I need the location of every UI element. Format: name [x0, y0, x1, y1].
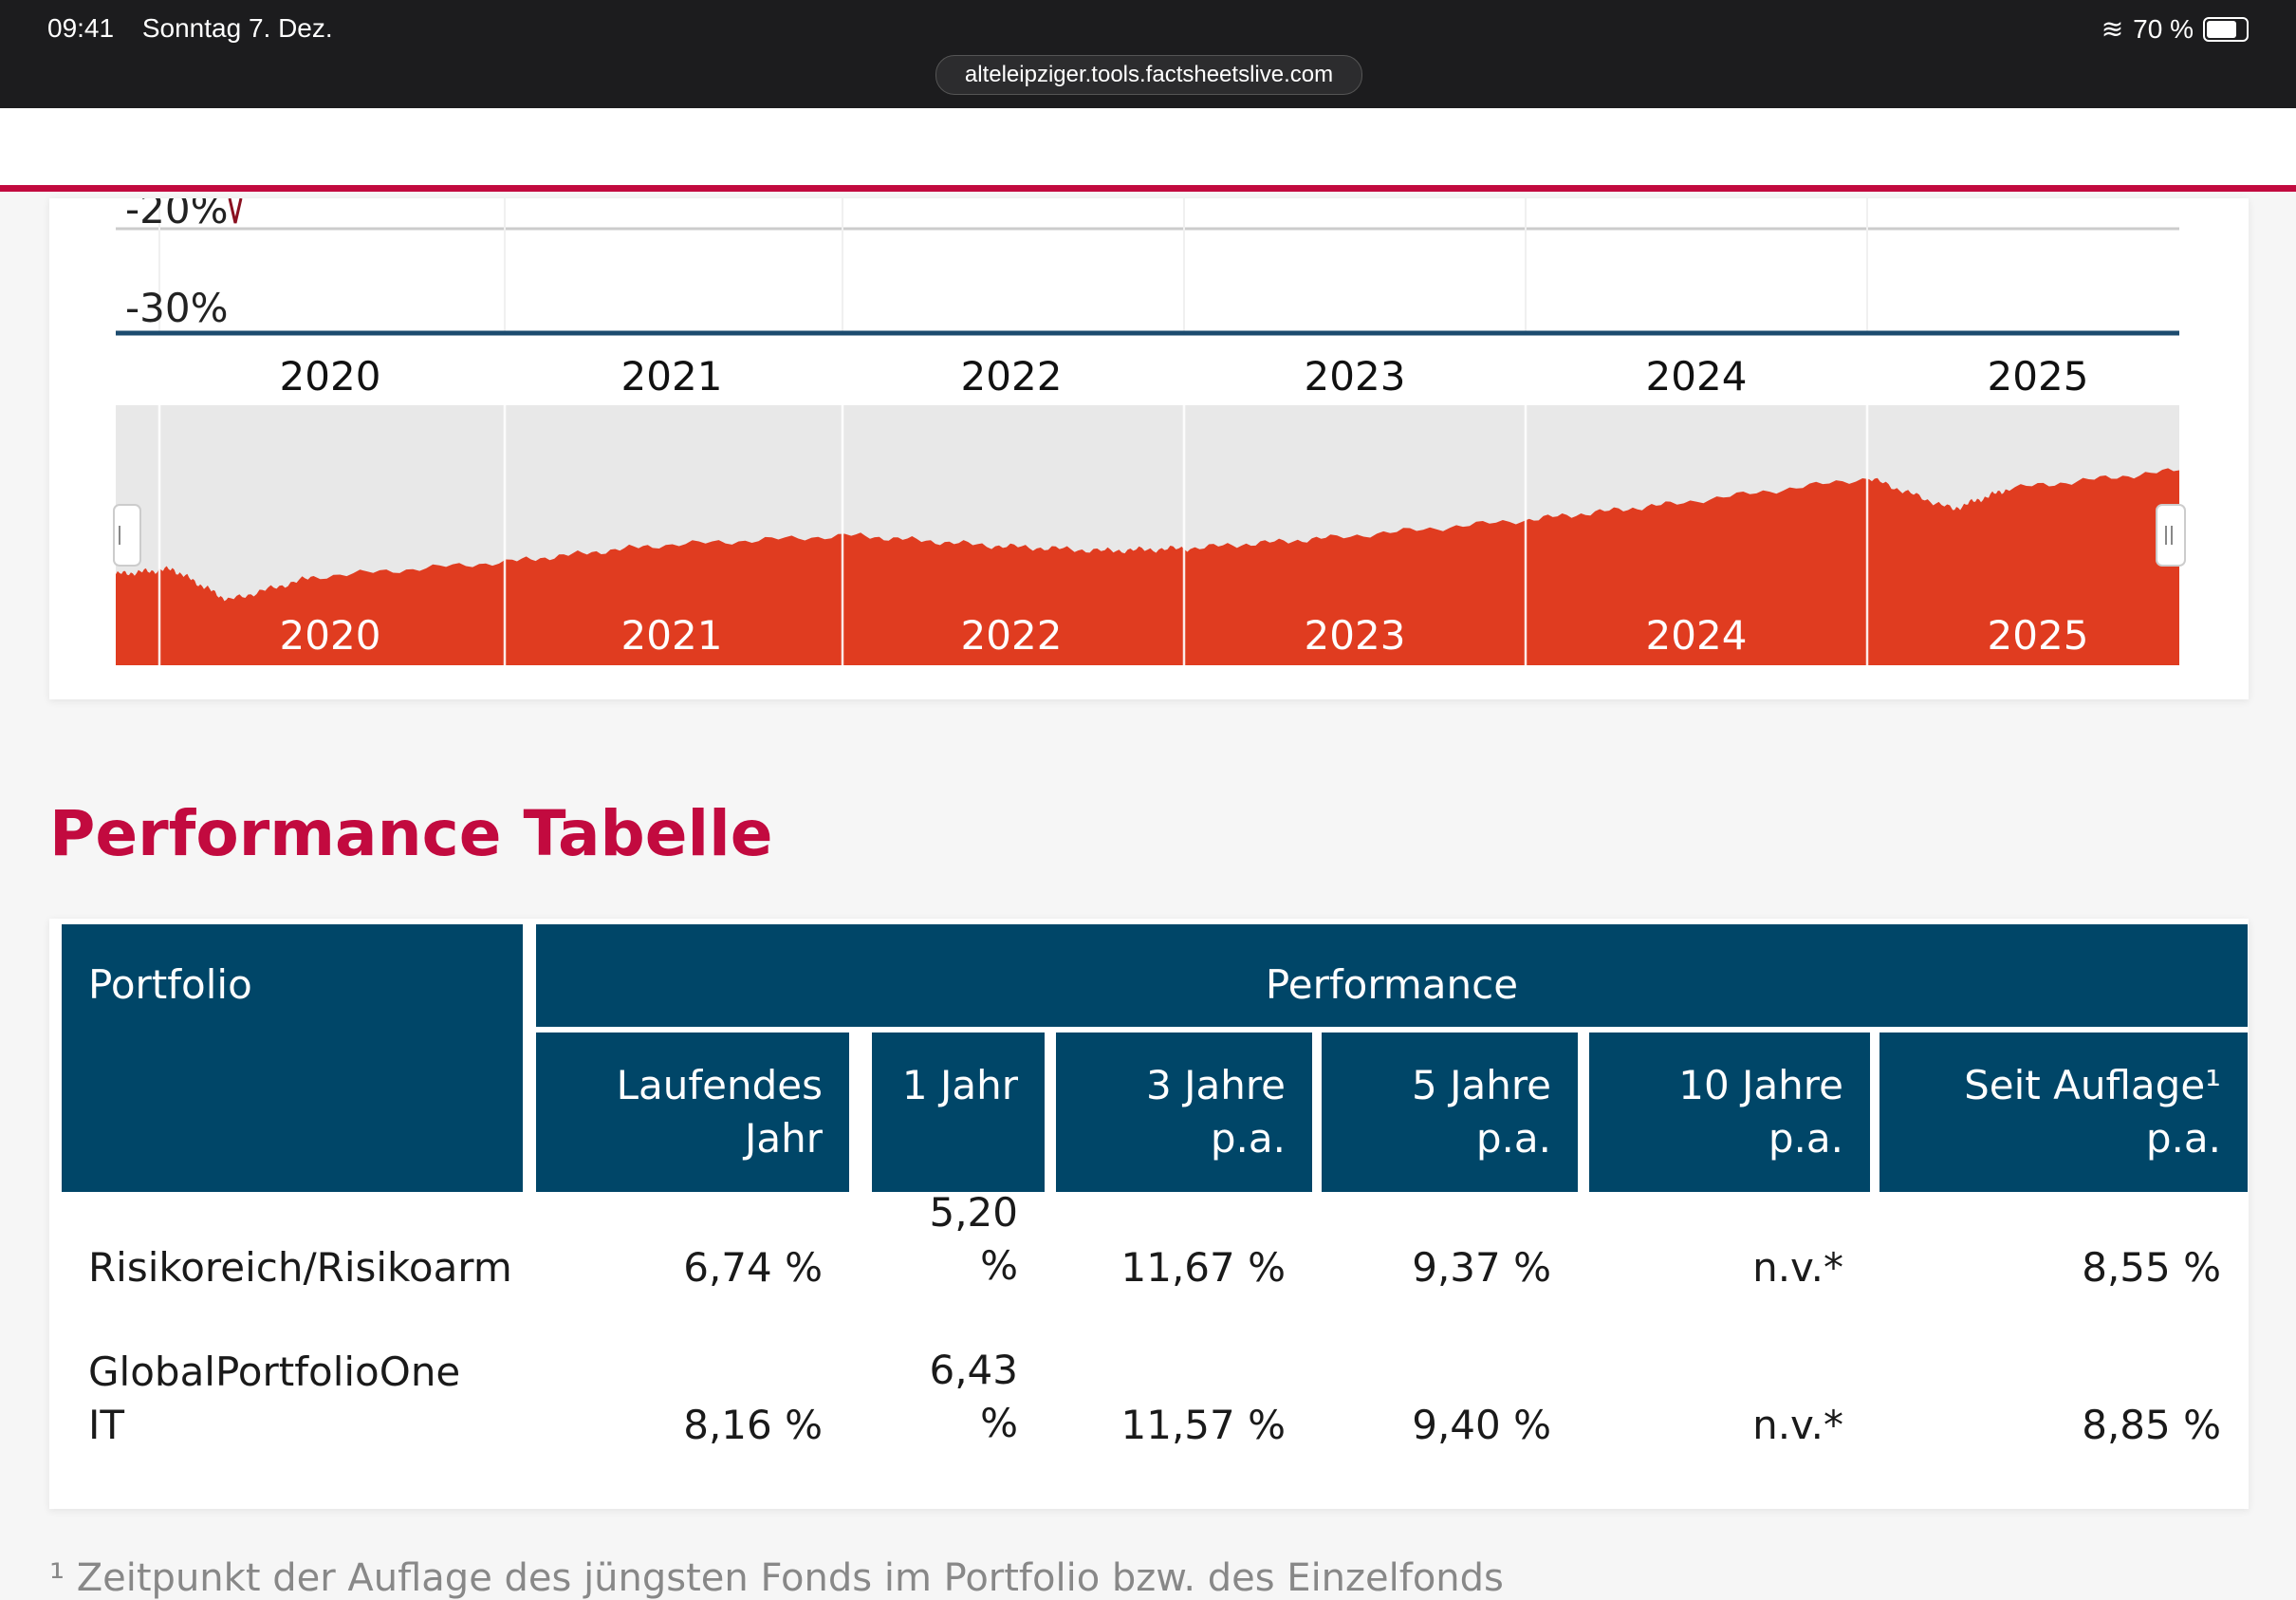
row1-1y: 5,20 % — [872, 1186, 1018, 1293]
url-bar[interactable]: alteleipziger.tools.factsheetslive.com — [935, 55, 1362, 95]
header-col-since: Seit Auflage¹ p.a. — [1879, 1033, 2248, 1192]
header-col-10y: 10 Jahre p.a. — [1589, 1033, 1870, 1192]
navigator-label-2022: 2022 — [961, 612, 1063, 659]
header-col-5y: 5 Jahre p.a. — [1322, 1033, 1578, 1192]
row2-ytd: 8,16 % — [683, 1402, 823, 1448]
row1-3y: 11,67 % — [1120, 1244, 1287, 1291]
site-header — [0, 108, 2296, 192]
x-tick-2023: 2023 — [1305, 353, 1406, 400]
row1-name-line1: Risikoreich/Risikoarm — [88, 1244, 512, 1291]
navigator-area-series — [116, 468, 2179, 665]
x-tick-2024: 2024 — [1646, 353, 1748, 400]
row2-10y: n.v.* — [1752, 1402, 1843, 1448]
status-right: ≋ 70 % — [2102, 13, 2249, 45]
header-col-ytd: Laufendes Jahr — [536, 1033, 849, 1192]
header-col-5y-line2: p.a. — [1475, 1115, 1551, 1162]
footnote: ¹ Zeitpunkt der Auflage des jüngsten Fon… — [49, 1556, 1504, 1600]
header-col-1y-line1: 1 Jahr — [901, 1062, 1018, 1108]
navigator-label-2025: 2025 — [1988, 612, 2089, 659]
header-portfolio: Portfolio — [62, 924, 523, 1192]
row2-1y: 6,43 % — [872, 1344, 1018, 1450]
battery-icon — [2203, 16, 2249, 42]
y-label-minus-20: -20% — [125, 198, 229, 233]
header-performance: Performance — [536, 924, 2248, 1027]
header-col-3y-line2: p.a. — [1210, 1115, 1286, 1162]
performance-title: Performance Tabelle — [49, 797, 773, 870]
wifi-icon: ≋ — [2101, 14, 2124, 44]
y-label-minus-30: -30% — [125, 285, 229, 331]
header-col-ytd-line2: Jahr — [744, 1115, 823, 1162]
row2-3y: 11,57 % — [1120, 1402, 1287, 1448]
chart-card: -20% -30% 2020 2021 2022 2023 2024 2025 2020 2021… — [49, 198, 2249, 699]
header-performance-label: Performance — [1265, 961, 1519, 1008]
navigator-label-2023: 2023 — [1305, 612, 1406, 659]
x-tick-2020: 2020 — [280, 353, 381, 400]
row1-5y: 9,37 % — [1412, 1244, 1551, 1291]
x-tick-2021: 2021 — [621, 353, 723, 400]
header-col-3y: 3 Jahre p.a. — [1056, 1033, 1312, 1192]
device-status-bar: 09:41 Sonntag 7. Dez. ≋ 70 % alteleipzig… — [0, 0, 2296, 108]
x-tick-2025: 2025 — [1988, 353, 2089, 400]
header-accent-line — [0, 185, 2296, 192]
header-col-since-line1: Seit Auflage¹ — [1964, 1062, 2221, 1108]
header-col-3y-line1: 3 Jahre — [1146, 1062, 1286, 1108]
status-left: 09:41 Sonntag 7. Dez. — [47, 13, 354, 44]
series-tail — [228, 198, 243, 224]
row1-name: Risikoreich/Risikoarm — [88, 1241, 534, 1294]
row2-name-line2: IT — [88, 1402, 125, 1448]
row2-name-line1: GlobalPortfolioOne — [88, 1349, 461, 1395]
row2-name: GlobalPortfolioOne IT — [88, 1346, 534, 1452]
x-tick-2022: 2022 — [961, 353, 1063, 400]
navigator-label-2021: 2021 — [621, 612, 723, 659]
status-time: 09:41 — [47, 13, 115, 43]
header-col-5y-line1: 5 Jahre — [1412, 1062, 1551, 1108]
row1-ytd: 6,74 % — [683, 1244, 823, 1291]
header-col-10y-line2: p.a. — [1768, 1115, 1843, 1162]
row2-since: 8,85 % — [2082, 1402, 2221, 1448]
performance-table: Portfolio Performance Laufendes Jahr 1 J… — [49, 919, 2249, 1509]
battery-percent: 70 % — [2133, 13, 2194, 44]
row1-1y-value: 5,20 — [929, 1189, 1018, 1236]
navigator-handle-left[interactable] — [113, 504, 141, 567]
row2-1y-value: 6,43 — [929, 1347, 1018, 1393]
status-date: Sonntag 7. Dez. — [141, 13, 333, 43]
header-col-ytd-line1: Laufendes — [616, 1062, 823, 1108]
header-col-1y: 1 Jahr — [872, 1033, 1045, 1192]
row2-5y: 9,40 % — [1412, 1402, 1551, 1448]
performance-chart[interactable]: -20% -30% 2020 2021 2022 2023 2024 2025 2020 2021… — [49, 198, 2249, 699]
row1-10y: n.v.* — [1752, 1244, 1843, 1291]
header-col-10y-line1: 10 Jahre — [1678, 1062, 1843, 1108]
navigator-label-2020: 2020 — [280, 612, 381, 659]
navigator-label-2024: 2024 — [1646, 612, 1748, 659]
header-portfolio-label: Portfolio — [88, 961, 252, 1008]
header-col-since-line2: p.a. — [2145, 1115, 2221, 1162]
row2-1y-unit: % — [980, 1400, 1018, 1446]
row1-since: 8,55 % — [2082, 1244, 2221, 1291]
row1-1y-unit: % — [980, 1242, 1018, 1289]
